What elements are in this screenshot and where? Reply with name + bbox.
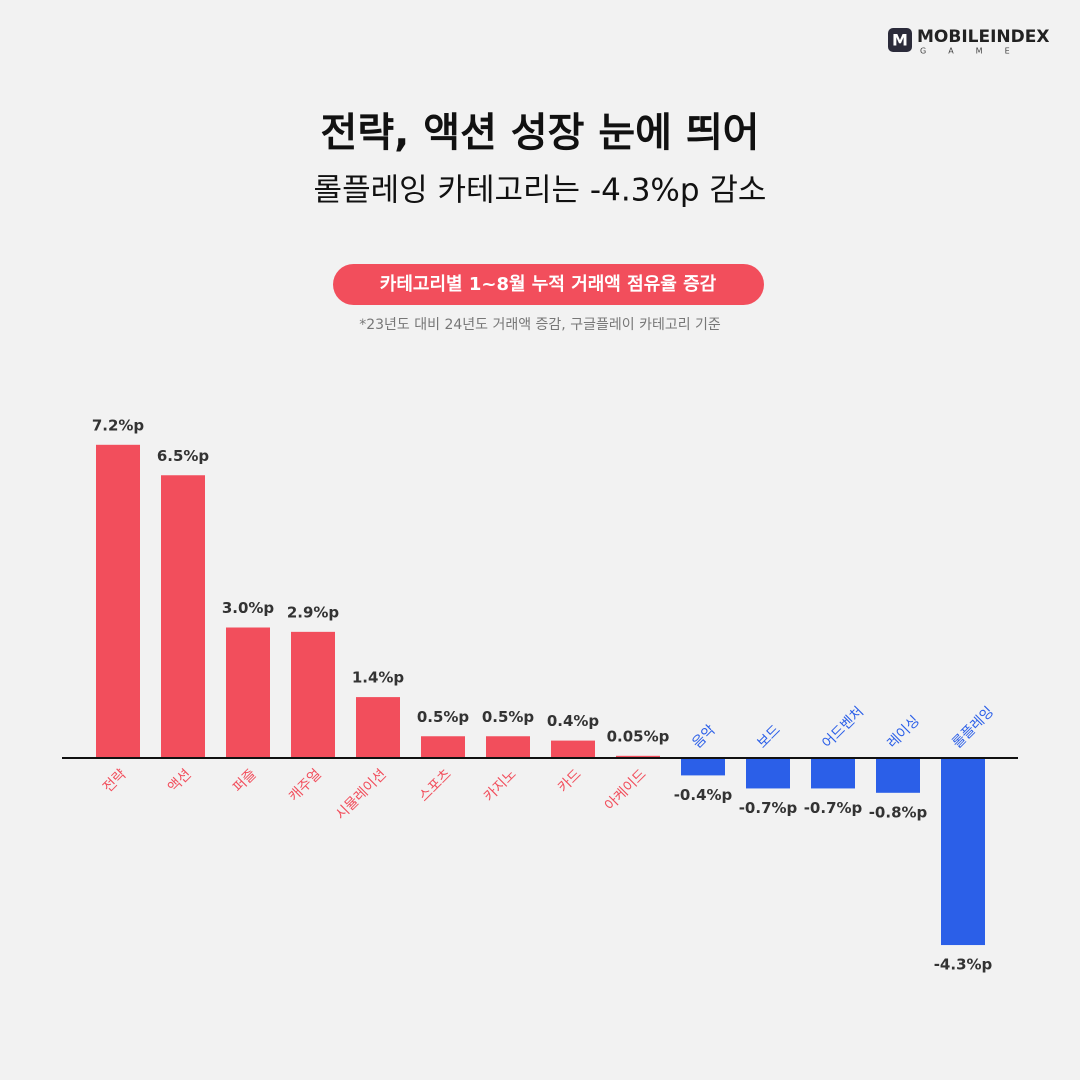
- bar: [161, 475, 205, 758]
- bar: [291, 631, 335, 758]
- chart-title: 전략, 액션 성장 눈에 띄어: [321, 110, 760, 156]
- value-label: 6.5%p: [157, 447, 210, 465]
- note: *23년도 대비 24년도 거래액 증감, 구글플레이 카테고리 기준: [359, 317, 721, 333]
- bar: [746, 758, 790, 789]
- value-label: -0.4%p: [674, 786, 733, 804]
- value-label: -0.7%p: [739, 799, 798, 817]
- value-label: -4.3%p: [934, 956, 993, 974]
- badge-text: 카테고리별 1~8월 누적 거래액 점유율 증감: [380, 274, 717, 295]
- value-label: 7.2%p: [92, 416, 145, 434]
- bar: [811, 758, 855, 789]
- value-label: -0.7%p: [804, 799, 863, 817]
- bar: [876, 758, 920, 793]
- chart-subtitle: 롤플레잉 카테고리는 -4.3%p 감소: [314, 173, 767, 209]
- value-label: 0.5%p: [482, 708, 535, 726]
- logo-name: MOBILEINDEX: [917, 27, 1049, 47]
- logo-mark: M: [892, 31, 908, 50]
- bar: [681, 758, 725, 776]
- bar: [356, 697, 400, 758]
- value-label: -0.8%p: [869, 803, 928, 821]
- bar: [226, 627, 270, 758]
- bar: [486, 736, 530, 758]
- value-label: 2.9%p: [287, 603, 340, 621]
- logo-sub: GAME: [920, 47, 1032, 56]
- logo-icon: [888, 28, 912, 52]
- bar: [96, 444, 140, 758]
- value-label: 1.4%p: [352, 669, 405, 687]
- bar: [551, 740, 595, 758]
- bar: [941, 758, 985, 946]
- value-label: 3.0%p: [222, 599, 275, 617]
- bar: [421, 736, 465, 758]
- value-label: 0.4%p: [547, 712, 600, 730]
- value-label: 0.5%p: [417, 708, 470, 726]
- bar: [616, 755, 660, 758]
- value-label: 0.05%p: [607, 727, 670, 745]
- badge: [333, 264, 764, 305]
